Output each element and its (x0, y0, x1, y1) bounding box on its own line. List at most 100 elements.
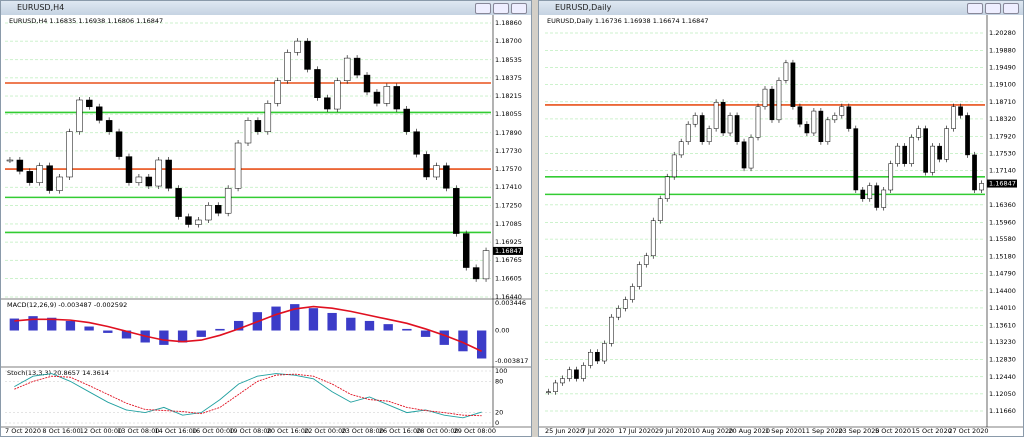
candle (902, 145, 908, 164)
close[interactable] (511, 3, 527, 14)
date-label: 7 Jul 2020 (582, 427, 615, 435)
candle (636, 264, 642, 287)
candle (135, 176, 143, 183)
candle (254, 120, 262, 132)
date-label: 20 Oct 16:00 (267, 427, 309, 435)
candle (482, 250, 490, 280)
candle (692, 115, 698, 125)
price-label: 1.17570 (495, 165, 522, 173)
candle (304, 40, 311, 70)
price-label: 1.14010 (989, 304, 1016, 312)
candle (832, 115, 838, 121)
candle (185, 216, 192, 225)
indicator-tick: -0.003817 (495, 357, 528, 365)
date-label: 29 Oct 08:00 (454, 427, 496, 435)
indicator-tick: 0.00 (495, 327, 509, 335)
price-label: 1.20280 (989, 29, 1016, 37)
candle (664, 176, 670, 200)
price-label: 1.18535 (495, 56, 522, 64)
candle (657, 198, 663, 221)
candle (155, 159, 162, 187)
candle (403, 108, 410, 132)
current-price-label: 1.16847 (495, 247, 522, 255)
price-label: 1.19490 (989, 64, 1016, 72)
candle (26, 171, 34, 183)
price-label: 1.12440 (989, 373, 1016, 381)
candle (324, 97, 331, 110)
candle (567, 369, 572, 379)
candle (622, 299, 628, 309)
indicator-info: MACD(12,26,9) -0.003487 -0.002592 (7, 301, 127, 309)
price-label: 1.15580 (989, 235, 1016, 243)
price-label: 1.17250 (495, 201, 522, 209)
title-bar: EURUSD,H4 (1, 1, 531, 15)
candle (264, 103, 272, 132)
date-label: 5 Oct 2020 (875, 427, 911, 435)
candle (755, 106, 761, 138)
minimize[interactable] (475, 3, 491, 14)
candle (979, 183, 984, 191)
indicator-tick: 80 (495, 377, 503, 385)
candle (699, 115, 705, 143)
candle (776, 80, 782, 121)
date-label: 22 Oct 00:00 (304, 427, 346, 435)
candle (274, 80, 281, 104)
minimize[interactable] (967, 3, 983, 14)
candle (965, 115, 970, 156)
candle (615, 308, 621, 318)
candle (560, 378, 565, 384)
maximize[interactable] (985, 3, 1001, 14)
candle (145, 176, 153, 187)
date-label: 8 Oct 16:00 (42, 427, 80, 435)
price-label: 1.19880 (989, 47, 1016, 55)
candle (443, 165, 450, 189)
date-label: 13 Oct 08:00 (117, 427, 159, 435)
indicator-tick: 20 (495, 409, 503, 417)
price-label: 1.18710 (989, 98, 1016, 106)
candle (234, 142, 242, 189)
candle (643, 255, 649, 265)
candle (205, 205, 212, 221)
candle (972, 154, 977, 191)
date-label: 23 Oct 08:00 (341, 427, 383, 435)
chart: 1.20280 1.19880 1.19490 1.19100 1.18710 1.183… (539, 15, 1023, 435)
date-label: 19 Oct 08:00 (229, 427, 271, 435)
price-label: 1.17140 (989, 167, 1016, 175)
candle (56, 176, 63, 191)
price-label: 1.16360 (989, 201, 1016, 209)
candle (909, 137, 915, 164)
candle (734, 115, 740, 143)
indicator-info: Stoch(13,3,3) 20.8657 14.3614 (7, 369, 109, 377)
date-label: 28 Oct 00:00 (416, 427, 458, 435)
price-label: 1.16440 (495, 293, 522, 301)
maximize[interactable] (493, 3, 509, 14)
candle (762, 88, 768, 107)
candle (46, 165, 53, 191)
candle (581, 365, 586, 379)
candle (937, 145, 942, 160)
date-label: 29 Jul 2020 (655, 427, 692, 435)
candle (818, 110, 824, 143)
candle (462, 233, 470, 268)
price-label: 1.19100 (989, 81, 1016, 89)
candle (175, 188, 182, 217)
candle (363, 74, 371, 93)
candle (373, 91, 381, 104)
candle (825, 119, 831, 143)
chart-window: EURUSD,H4 1.18860 1.18700 1.18535 1.18375 1.… (0, 0, 532, 437)
candle (36, 165, 43, 183)
candle (115, 131, 123, 157)
candle (472, 267, 480, 280)
close[interactable] (1003, 3, 1019, 14)
price-label: 1.17730 (495, 147, 522, 155)
candle (685, 123, 691, 143)
candle (588, 351, 593, 366)
candle (874, 185, 880, 208)
candle (720, 102, 726, 134)
chart-info: EURUSD,H4 1.16835 1.16938 1.16806 1.1684… (9, 17, 163, 25)
indicator-tick: 0.003446 (495, 299, 526, 307)
price-label: 1.16765 (495, 256, 522, 264)
candle (741, 141, 747, 169)
date-label: 11 Sep 2020 (802, 427, 843, 435)
candle (706, 128, 712, 143)
